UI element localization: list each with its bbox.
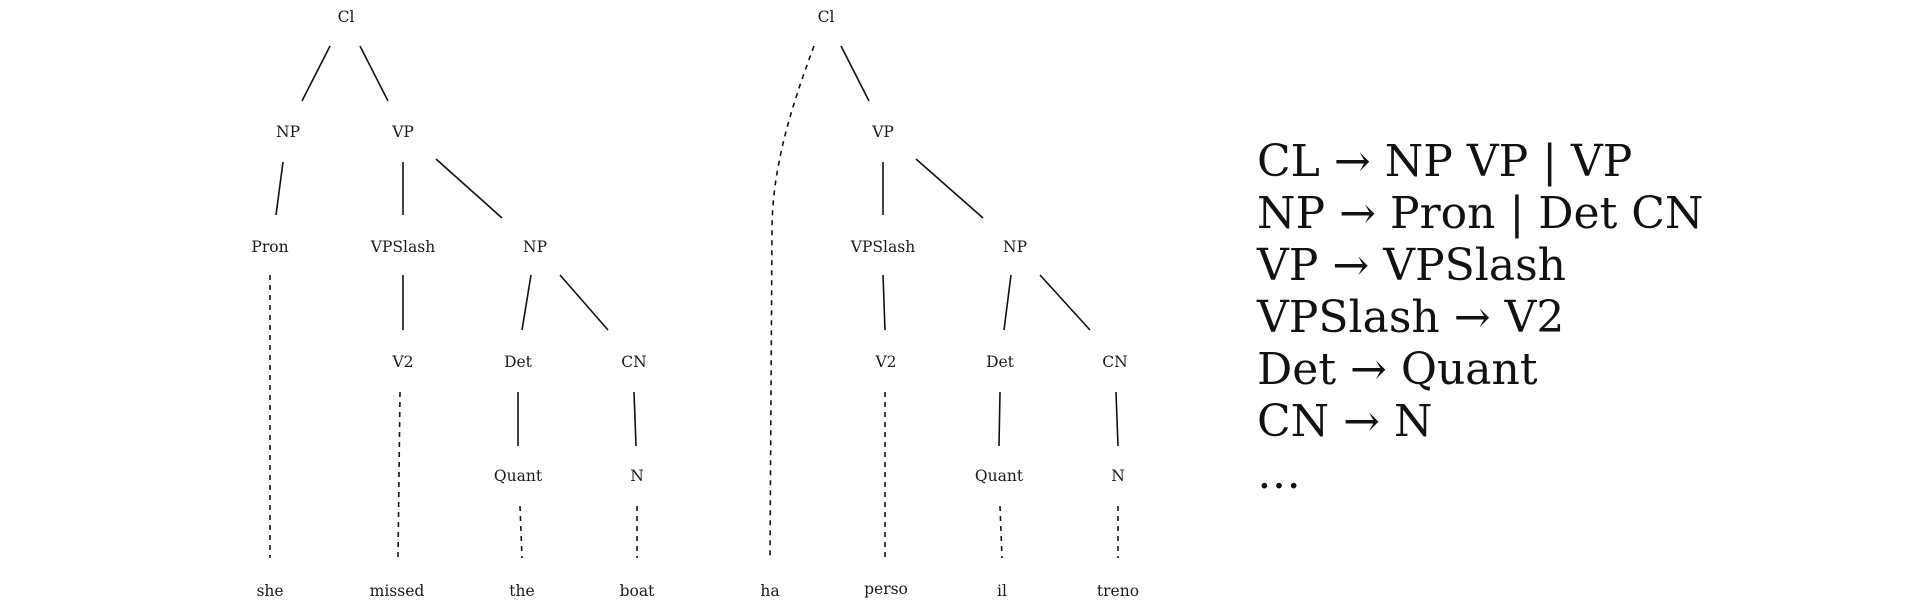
- node-n: N: [1111, 467, 1125, 485]
- node-np-object: NP: [523, 238, 547, 256]
- rule-lhs: CN: [1257, 396, 1330, 447]
- tree-right-edges: [769, 45, 1119, 559]
- node-det: Det: [504, 353, 533, 371]
- word-perso: perso: [864, 580, 908, 598]
- word-missed: missed: [370, 582, 425, 600]
- tree-left-nodes: Cl NP VP Pron VPSlash NP V2 Det CN Quant…: [251, 8, 655, 600]
- rule-arrow: →: [1343, 396, 1381, 447]
- grammar-rule: CN → N: [1257, 396, 1703, 448]
- word-treno: treno: [1097, 582, 1139, 600]
- node-quant: Quant: [975, 467, 1024, 485]
- node-cn: CN: [621, 353, 646, 371]
- rule-rhs: NP VP | VP: [1384, 136, 1633, 187]
- node-cn: CN: [1102, 353, 1127, 371]
- word-she: she: [256, 582, 283, 600]
- tree-right-nodes: Cl VP VPSlash NP V2 Det CN Quant N ha pe…: [760, 8, 1139, 600]
- rule-arrow: →: [1350, 344, 1387, 395]
- rule-lhs: NP: [1257, 188, 1326, 239]
- node-v2: V2: [874, 353, 896, 371]
- rule-rhs: V2: [1504, 292, 1565, 343]
- rule-rhs: Quant: [1400, 344, 1538, 395]
- grammar-ellipsis: …: [1257, 448, 1301, 499]
- grammar-rule: CL → NP VP | VP: [1257, 136, 1703, 188]
- grammar-rule: VPSlash → V2: [1257, 292, 1703, 344]
- grammar-rule: NP → Pron | Det CN: [1257, 188, 1703, 240]
- node-v2: V2: [391, 353, 413, 371]
- node-vp: VP: [391, 123, 414, 141]
- word-boat: boat: [620, 582, 655, 600]
- rule-rhs: VPSlash: [1383, 240, 1567, 291]
- node-pron: Pron: [251, 238, 288, 256]
- node-cl: Cl: [338, 8, 355, 26]
- node-vpslash: VPSlash: [370, 238, 435, 256]
- rule-arrow: →: [1339, 188, 1376, 239]
- grammar-rules: CL → NP VP | VP NP → Pron | Det CN VP → VPSlas…: [1257, 136, 1703, 500]
- rule-arrow: →: [1332, 240, 1370, 291]
- node-vpslash: VPSlash: [850, 238, 915, 256]
- rule-rhs: Pron | Det CN: [1389, 188, 1704, 239]
- tree-left-edges: [269, 45, 638, 559]
- node-cl: Cl: [818, 8, 835, 26]
- node-quant: Quant: [494, 467, 543, 485]
- node-np-object: NP: [1003, 238, 1027, 256]
- word-the: the: [509, 582, 534, 600]
- rule-arrow: →: [1333, 136, 1371, 187]
- grammar-rule: VP → VPSlash: [1257, 240, 1703, 292]
- node-np: NP: [276, 123, 300, 141]
- rule-arrow: →: [1453, 292, 1491, 343]
- rule-lhs: CL: [1257, 136, 1320, 187]
- word-ha: ha: [760, 582, 779, 600]
- rule-lhs: VP: [1257, 240, 1319, 291]
- grammar-rule: Det → Quant: [1257, 344, 1703, 396]
- node-vp: VP: [871, 123, 894, 141]
- rule-lhs: Det: [1257, 344, 1336, 395]
- rule-rhs: N: [1394, 396, 1433, 447]
- rule-lhs: VPSlash: [1257, 292, 1440, 343]
- node-det: Det: [986, 353, 1015, 371]
- word-il: il: [997, 582, 1007, 600]
- node-n: N: [630, 467, 644, 485]
